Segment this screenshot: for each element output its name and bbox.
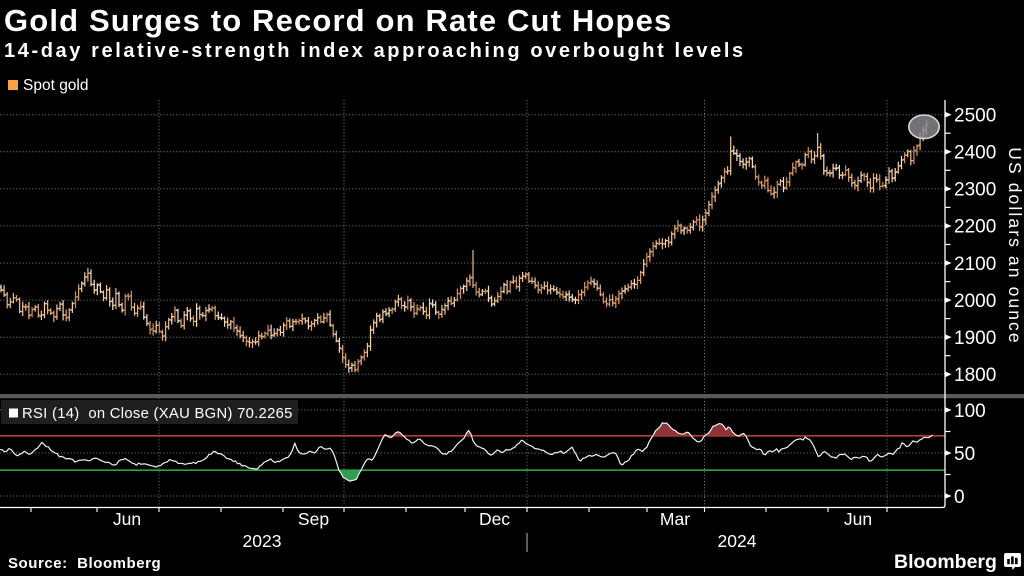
svg-text:Jun: Jun [844,509,872,529]
svg-text:2400: 2400 [954,143,996,164]
svg-text:Jun: Jun [113,509,141,529]
svg-text:2100: 2100 [954,254,996,275]
svg-text:100: 100 [954,401,986,422]
svg-text:2300: 2300 [954,180,996,201]
svg-text:2500: 2500 [954,106,996,127]
svg-text:US dollars an ounce: US dollars an ounce [1005,147,1024,345]
svg-text:2023: 2023 [243,531,282,551]
svg-text:RSI (14) on Close (XAU BGN) 7: RSI (14) on Close (XAU BGN) 70.2265 [22,406,293,422]
svg-text:1900: 1900 [954,328,996,349]
svg-text:Dec: Dec [479,509,510,529]
svg-text:50: 50 [954,444,975,465]
svg-text:Sep: Sep [298,509,329,529]
svg-text:2024: 2024 [718,531,757,551]
svg-text:2200: 2200 [954,217,996,238]
svg-text:0: 0 [954,487,965,508]
svg-text:Mar: Mar [660,509,690,529]
svg-text:2000: 2000 [954,291,996,312]
svg-text:1800: 1800 [954,365,996,386]
